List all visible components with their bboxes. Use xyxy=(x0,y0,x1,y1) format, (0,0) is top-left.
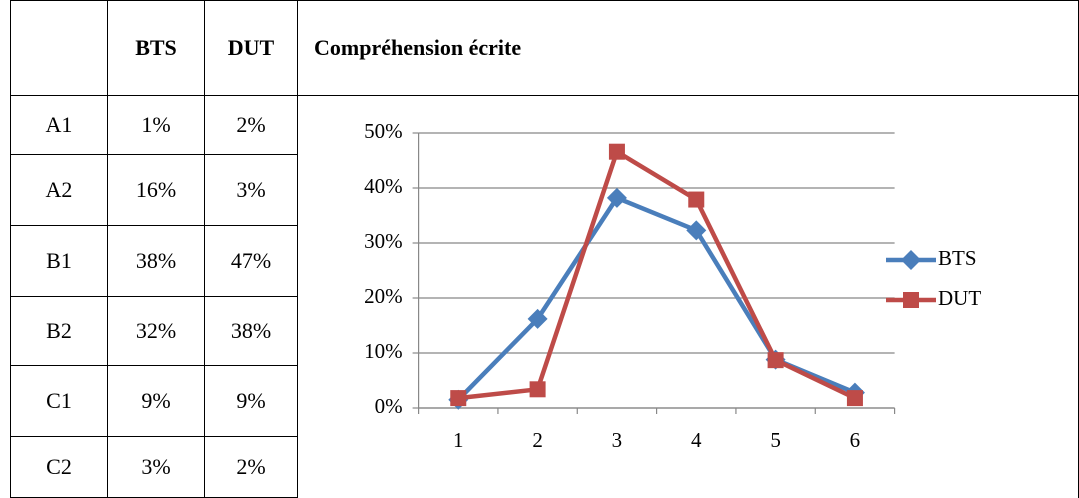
x-tick-label: 1 xyxy=(453,428,464,452)
table-cell: 38% xyxy=(107,225,205,297)
chart-title: Compréhension écrite xyxy=(297,0,1079,96)
y-tick-label: 40% xyxy=(364,174,403,198)
data-point xyxy=(767,352,784,369)
data-table: BTS DUT Compréhension écrite A1 1% 2% A2 16%… xyxy=(10,0,1079,498)
data-point xyxy=(606,187,627,208)
chart-cell xyxy=(297,95,1079,498)
y-tick-label: 10% xyxy=(364,339,403,363)
table-cell: A1 xyxy=(10,95,108,155)
data-point xyxy=(527,308,548,329)
table-row: B2 32% 38% xyxy=(10,296,1079,366)
table-cell: 2% xyxy=(204,95,298,155)
legend-marker xyxy=(903,292,919,308)
series-line xyxy=(458,149,856,401)
data-point xyxy=(450,390,467,407)
table-cell: B2 xyxy=(10,296,108,366)
y-tick-label: 50% xyxy=(364,119,403,143)
data-point xyxy=(686,220,707,241)
x-tick-label: 4 xyxy=(691,428,702,452)
legend-marker xyxy=(901,250,921,270)
data-point xyxy=(846,390,863,407)
table-row: A2 16% 3% xyxy=(10,154,1079,226)
legend-label: DUT xyxy=(938,286,981,310)
y-tick-label: 20% xyxy=(364,284,403,308)
table-row: A1 1% 2% xyxy=(10,95,1079,498)
table-cell: B1 xyxy=(10,225,108,297)
legend-label: BTS xyxy=(938,246,977,270)
table-row: B1 38% 47% xyxy=(10,225,1079,297)
y-tick-label: 0% xyxy=(375,394,403,418)
data-point xyxy=(608,143,625,160)
data-point xyxy=(529,381,546,398)
data-point xyxy=(688,191,705,208)
x-tick-label: 6 xyxy=(850,428,861,452)
x-tick-label: 3 xyxy=(612,428,623,452)
header-cell xyxy=(10,0,108,96)
table-cell: 2% xyxy=(204,436,298,498)
x-tick-label: 5 xyxy=(770,428,781,452)
table-cell: 47% xyxy=(204,225,298,297)
table-cell: 9% xyxy=(107,365,205,437)
table-cell: 1% xyxy=(107,95,205,155)
y-tick-label: 30% xyxy=(364,229,403,253)
x-tick-label: 2 xyxy=(532,428,543,452)
table-cell: A2 xyxy=(10,154,108,226)
table-cell: 3% xyxy=(204,154,298,226)
